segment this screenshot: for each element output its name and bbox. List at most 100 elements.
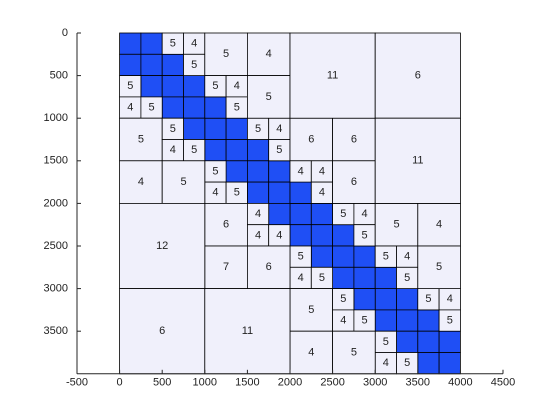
full-block bbox=[396, 288, 419, 311]
rank-label: 11 bbox=[327, 70, 338, 82]
rank-label: 4 bbox=[340, 314, 346, 326]
rank-label: 4 bbox=[361, 208, 367, 220]
lowrank-block bbox=[161, 160, 206, 204]
x-tick-label: 2000 bbox=[278, 377, 302, 389]
lowrank-block bbox=[332, 330, 376, 375]
lowrank-block bbox=[204, 245, 248, 289]
rank-label: 5 bbox=[361, 314, 367, 326]
rank-label: 5 bbox=[425, 293, 431, 305]
full-block bbox=[183, 75, 206, 98]
lowrank-block bbox=[119, 288, 206, 375]
rank-label: 5 bbox=[351, 346, 357, 358]
rank-label: 4 bbox=[383, 357, 389, 369]
rank-label: 4 bbox=[319, 165, 325, 177]
rank-label: 7 bbox=[223, 261, 229, 273]
full-block bbox=[417, 330, 440, 353]
full-block bbox=[119, 53, 142, 76]
lowrank-block bbox=[374, 32, 461, 119]
rank-label: 5 bbox=[191, 144, 197, 156]
y-tick-label: 0 bbox=[62, 27, 68, 39]
lowrank-block bbox=[374, 117, 461, 204]
lowrank-block bbox=[417, 245, 461, 289]
full-block bbox=[183, 96, 206, 119]
rank-label: 5 bbox=[223, 48, 229, 60]
full-block bbox=[332, 245, 355, 268]
rank-label: 5 bbox=[436, 261, 442, 273]
full-block bbox=[310, 245, 333, 268]
rank-label: 5 bbox=[340, 208, 346, 220]
rank-label: 6 bbox=[351, 133, 357, 145]
full-block bbox=[204, 96, 227, 119]
rank-label: 6 bbox=[351, 176, 357, 188]
full-block bbox=[417, 352, 440, 375]
rank-label: 4 bbox=[436, 219, 442, 231]
rank-label: 5 bbox=[170, 38, 176, 50]
full-block bbox=[225, 160, 248, 183]
y-tick-label: 2000 bbox=[44, 197, 68, 209]
lowrank-block bbox=[289, 32, 376, 119]
rank-label: 5 bbox=[404, 272, 410, 284]
rank-label: 5 bbox=[138, 133, 144, 145]
x-tick-label: 1500 bbox=[235, 377, 259, 389]
full-block bbox=[438, 330, 461, 353]
lowrank-block bbox=[332, 117, 376, 162]
rank-label: 5 bbox=[383, 251, 389, 263]
rank-label: 4 bbox=[319, 187, 325, 199]
rank-label: 4 bbox=[308, 346, 314, 358]
x-tick-label: 2500 bbox=[320, 377, 344, 389]
lowrank-block bbox=[374, 202, 419, 247]
rank-label: 5 bbox=[234, 187, 240, 199]
full-block bbox=[183, 117, 206, 140]
rank-label: 4 bbox=[276, 229, 282, 241]
full-block bbox=[332, 266, 355, 289]
rank-label: 5 bbox=[361, 229, 367, 241]
rank-label: 4 bbox=[276, 123, 282, 135]
full-block bbox=[204, 139, 227, 162]
full-block bbox=[353, 266, 376, 289]
full-block bbox=[246, 160, 270, 183]
y-tick-label: 2500 bbox=[44, 240, 68, 252]
rank-label: 6 bbox=[223, 219, 229, 231]
full-block bbox=[268, 181, 291, 204]
rank-label: 4 bbox=[298, 165, 304, 177]
full-block bbox=[289, 202, 312, 226]
lowrank-block bbox=[204, 32, 248, 76]
rank-label: 5 bbox=[266, 91, 272, 103]
rank-label: 5 bbox=[234, 101, 240, 113]
rank-label: 6 bbox=[415, 70, 421, 82]
rank-label: 5 bbox=[393, 219, 399, 231]
full-block bbox=[140, 75, 163, 98]
full-block bbox=[353, 245, 376, 268]
rank-label: 5 bbox=[319, 272, 325, 284]
lowrank-block bbox=[204, 288, 291, 375]
full-block bbox=[140, 53, 163, 76]
lowrank-block bbox=[119, 202, 206, 289]
rank-label: 4 bbox=[255, 208, 261, 220]
x-tick-label: 3000 bbox=[363, 377, 387, 389]
full-block bbox=[268, 160, 291, 183]
lowrank-block bbox=[246, 32, 291, 76]
x-tick-label: 3500 bbox=[406, 377, 430, 389]
rank-label: 4 bbox=[191, 38, 197, 50]
full-block bbox=[289, 224, 312, 247]
rank-label: 5 bbox=[170, 123, 176, 135]
full-block bbox=[119, 32, 142, 55]
rank-label: 5 bbox=[383, 336, 389, 348]
full-block bbox=[161, 75, 184, 98]
full-block bbox=[353, 288, 376, 311]
x-tick-label: -500 bbox=[66, 377, 88, 389]
rank-label: 4 bbox=[298, 272, 304, 284]
full-block bbox=[246, 181, 270, 204]
rank-label: 6 bbox=[266, 261, 272, 273]
x-tick-label: 0 bbox=[117, 377, 123, 389]
rank-label: 4 bbox=[127, 101, 133, 113]
rank-label: 5 bbox=[298, 251, 304, 263]
rank-label: 5 bbox=[191, 59, 197, 71]
lowrank-block bbox=[246, 75, 291, 119]
lowrank-block bbox=[332, 160, 376, 204]
rank-label: 5 bbox=[404, 357, 410, 369]
rank-label: 4 bbox=[170, 144, 176, 156]
y-tick-label: 1000 bbox=[44, 112, 68, 124]
y-tick-label: 3500 bbox=[44, 325, 68, 337]
